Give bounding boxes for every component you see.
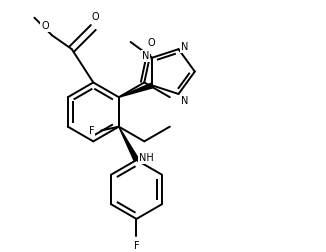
Text: O: O <box>92 12 99 22</box>
Text: F: F <box>134 240 139 250</box>
Text: N: N <box>142 51 149 61</box>
Text: NH: NH <box>139 153 154 163</box>
Text: O: O <box>41 21 49 32</box>
Text: O: O <box>92 12 99 22</box>
Text: O: O <box>147 38 155 48</box>
Polygon shape <box>119 83 153 97</box>
Text: N: N <box>182 42 189 52</box>
Text: F: F <box>89 125 94 136</box>
Text: O: O <box>41 21 49 32</box>
Text: N: N <box>182 42 189 52</box>
Polygon shape <box>119 127 139 161</box>
Text: N: N <box>142 51 149 61</box>
Text: O: O <box>147 38 155 48</box>
Text: N: N <box>182 96 189 106</box>
Text: N: N <box>182 96 189 106</box>
Text: NH: NH <box>139 153 154 163</box>
Text: F: F <box>134 240 139 250</box>
Text: F: F <box>89 125 94 136</box>
